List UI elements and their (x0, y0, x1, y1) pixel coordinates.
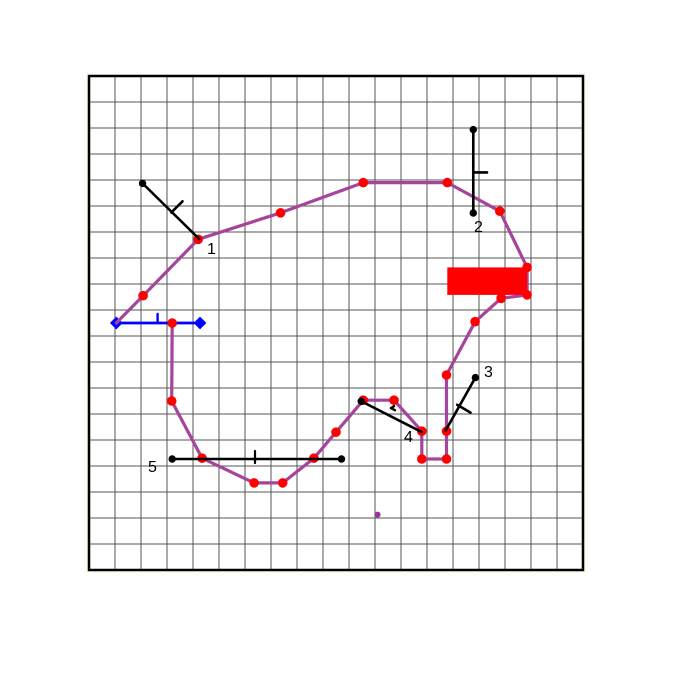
svg-text:1: 1 (207, 241, 216, 258)
svg-text:5: 5 (148, 459, 157, 476)
svg-text:4: 4 (404, 429, 413, 446)
svg-text:2: 2 (474, 219, 483, 236)
svg-text:3: 3 (484, 364, 493, 381)
